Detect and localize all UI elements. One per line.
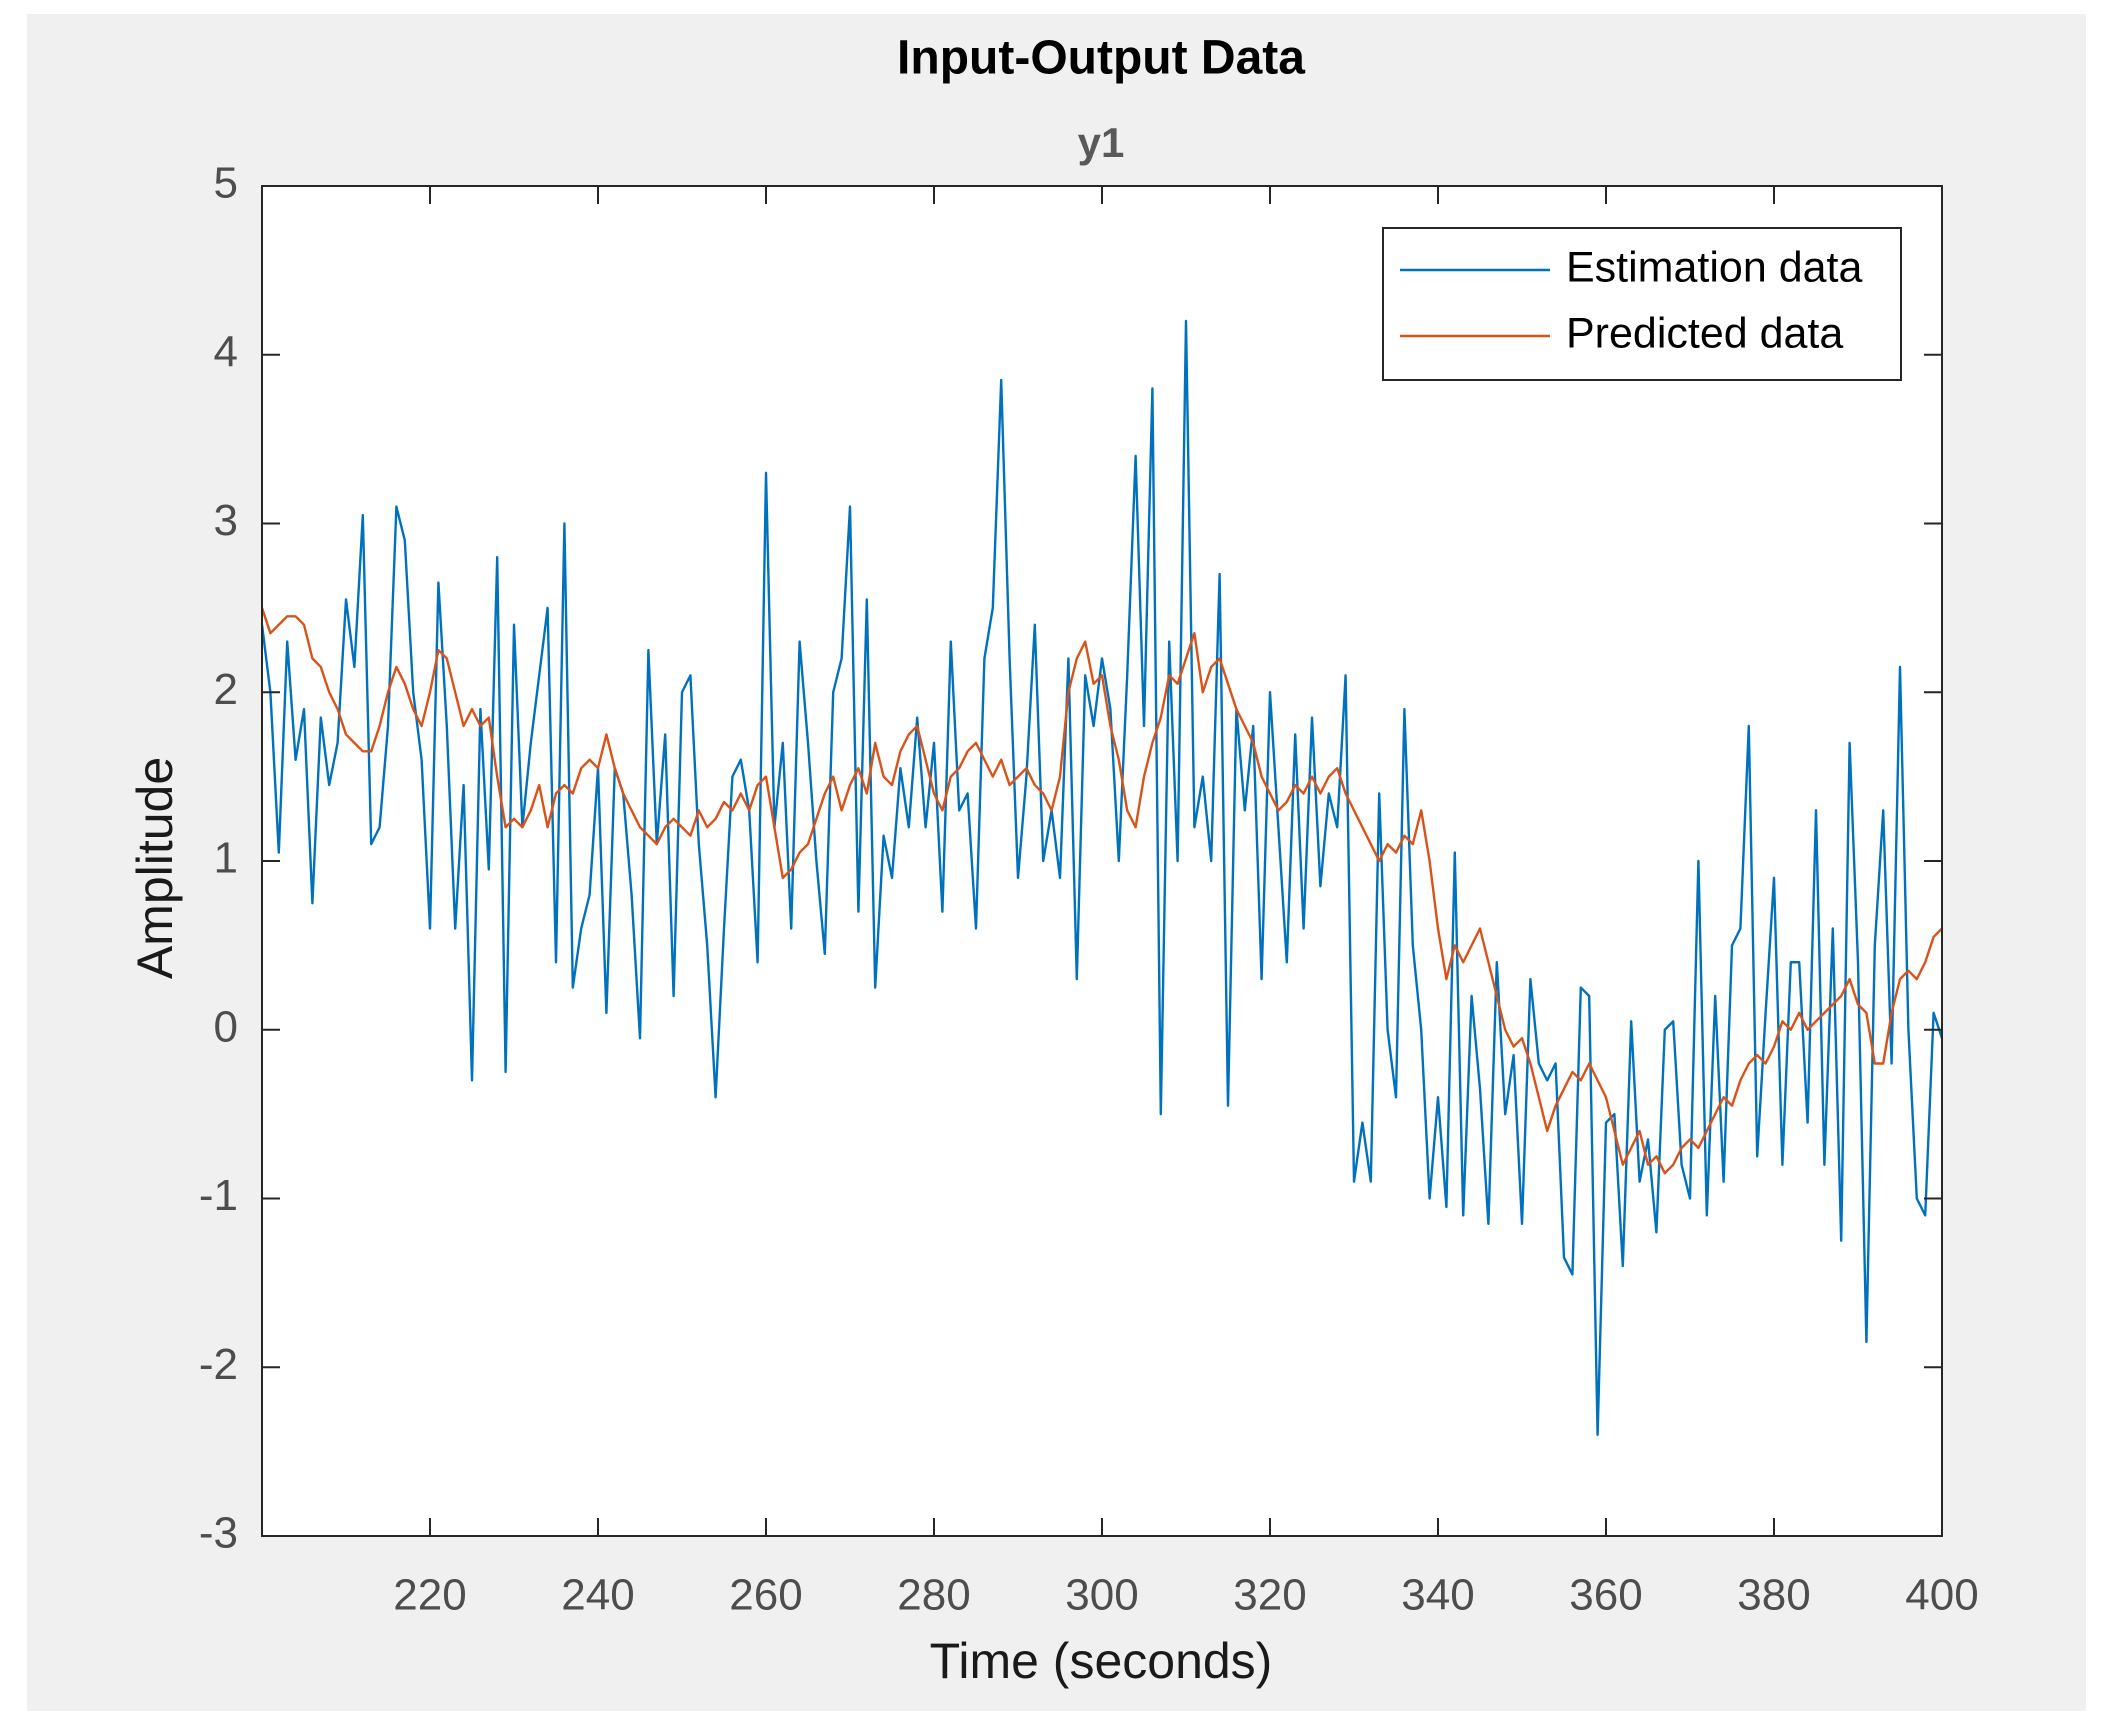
x-tick-label: 320 (1233, 1571, 1306, 1620)
y-tick-label: 3 (214, 496, 238, 545)
data-line (262, 319, 1942, 1436)
x-tick-label: 380 (1737, 1571, 1810, 1620)
y-tick-label: 2 (214, 665, 238, 714)
legend-label: Estimation data (1566, 243, 1862, 291)
y-tick-label: 5 (214, 159, 238, 208)
plot-content (262, 319, 1942, 1436)
data-line (262, 607, 1942, 1175)
x-tick-label: 400 (1905, 1571, 1978, 1620)
chart-title: Input-Output Data (897, 32, 1305, 85)
x-tick-label: 340 (1401, 1571, 1474, 1620)
plot-area (262, 186, 1942, 1536)
x-tick-label: 360 (1569, 1571, 1642, 1620)
x-tick-label: 300 (1065, 1571, 1138, 1620)
y-tick-label: 1 (214, 834, 238, 883)
axes-box (261, 185, 1943, 1537)
legend-box (1382, 227, 1902, 381)
x-tick-label: 280 (897, 1571, 970, 1620)
x-tick-label: 220 (393, 1571, 466, 1620)
x-axis-label: Time (seconds) (930, 1633, 1273, 1689)
y-tick-label: -3 (199, 1509, 238, 1558)
y-tick-label: 4 (214, 327, 238, 376)
y-tick-label: 0 (214, 1002, 238, 1051)
x-tick-label: 240 (561, 1571, 634, 1620)
y-tick-label: -1 (199, 1171, 238, 1220)
y-tick-label: -2 (199, 1340, 238, 1389)
legend-label: Predicted data (1566, 309, 1843, 357)
legend: Estimation data Predicted data (1382, 227, 1902, 381)
chart-subtitle: y1 (1078, 119, 1125, 166)
x-tick-label: 260 (729, 1571, 802, 1620)
y-axis-label: Amplitude (127, 757, 183, 979)
